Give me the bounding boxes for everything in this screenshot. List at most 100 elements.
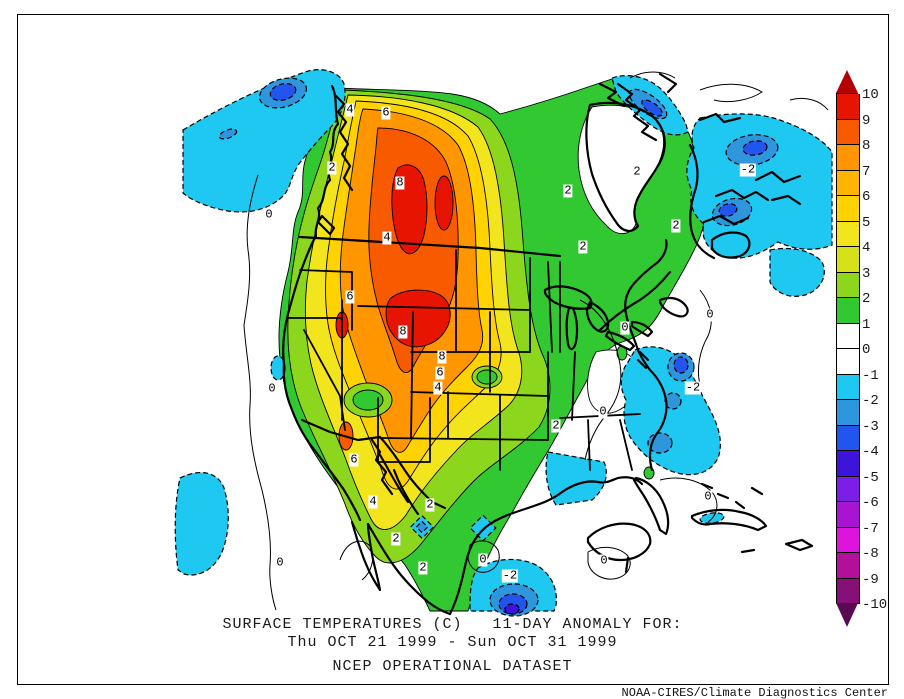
contour-label: 8 xyxy=(398,324,408,339)
lake-michigan xyxy=(565,306,579,351)
colorbar-segment xyxy=(836,502,860,528)
colorbar-segment xyxy=(836,298,860,324)
negative-anomaly-regions xyxy=(174,69,833,617)
nfld-inner-coasts xyxy=(702,188,770,226)
colorbar-tick-label: -4 xyxy=(862,444,879,460)
colorbar-segment xyxy=(836,553,860,579)
contour-label: -2 xyxy=(684,380,702,395)
contour-label: 0 xyxy=(264,207,274,222)
dataset-label: NCEP OPERATIONAL DATASET xyxy=(332,658,573,675)
colorbar-tick-label: 0 xyxy=(862,342,871,358)
contour-label: 4 xyxy=(345,102,355,117)
warm-core-sask xyxy=(434,175,454,231)
alaska-panhandle xyxy=(334,94,354,192)
contour-label: 0 xyxy=(620,320,630,335)
colorbar-tick-label: 2 xyxy=(862,291,871,307)
baffin-coast xyxy=(616,82,658,142)
vancouver-island xyxy=(316,214,336,236)
colorbar-tick-label: -7 xyxy=(862,520,879,537)
contour-label: 2 xyxy=(563,183,573,198)
contour-label: -2 xyxy=(739,162,757,177)
colorbar-tick-label: -1 xyxy=(862,367,879,384)
colorbar-tick-label: 9 xyxy=(862,112,871,129)
contour-label: 2 xyxy=(391,531,401,546)
cool-dip-nm-inner xyxy=(352,389,384,411)
contour-label: 2 xyxy=(632,164,642,179)
cold-midatlantic-coast xyxy=(620,346,721,476)
gulf-coastline xyxy=(448,476,644,616)
colorbar-tick-label: -9 xyxy=(862,571,879,588)
contour-label: 2 xyxy=(327,160,337,175)
contour-label: 2 xyxy=(425,497,435,512)
cold-gulf-of-alaska xyxy=(182,69,346,213)
contour-label: 0 xyxy=(705,307,715,322)
east-coastline xyxy=(624,238,668,472)
credit-text: NOAA-CIRES/Climate Diagnostics Center xyxy=(621,686,888,699)
colorbar-segment xyxy=(836,170,860,196)
contour-label: 6 xyxy=(349,452,359,467)
colorbar-segment xyxy=(836,247,860,273)
colorbar-segment xyxy=(836,476,860,502)
contour-label: 0 xyxy=(478,552,488,567)
nova-scotia xyxy=(658,296,689,318)
plot-frame xyxy=(17,14,889,685)
contour-label: 0 xyxy=(275,555,285,570)
labrador-coast xyxy=(688,143,716,260)
newfoundland xyxy=(710,231,751,259)
west-coastline xyxy=(282,84,362,522)
cool-dip-ks-inner xyxy=(476,369,498,385)
contour-label: 0 xyxy=(598,404,608,419)
colorbar-segment xyxy=(836,272,860,298)
colorbar-tick-label: -6 xyxy=(862,495,879,511)
us-mexico-border xyxy=(300,418,447,510)
map-date-range: Thu OCT 21 1999 - Sun OCT 31 1999 xyxy=(287,634,618,651)
colorbar-segment xyxy=(836,323,860,349)
contour-label: 8 xyxy=(437,349,447,364)
contour-label: 4 xyxy=(368,494,378,509)
us-canada-border xyxy=(298,235,562,258)
colorbar-segment xyxy=(836,94,860,120)
bahamas xyxy=(700,482,764,554)
hudson-bay-coast xyxy=(585,101,666,232)
positive-anomaly-regions xyxy=(278,78,707,612)
colorbar-segment xyxy=(836,221,860,247)
colorbar-tick-label: 6 xyxy=(862,189,871,205)
colorbar-segment xyxy=(836,451,860,477)
colorbar-tick-label: -8 xyxy=(862,546,879,562)
cold-southwest-pacific xyxy=(174,471,229,576)
map-title: SURFACE TEMPERATURES (C) 11-DAY ANOMALY … xyxy=(222,616,683,633)
lake-erie xyxy=(604,330,636,352)
colorbar-arrow-above-10 xyxy=(836,70,858,93)
colorbar-tick-label: 1 xyxy=(862,316,871,333)
contour-label: 4 xyxy=(382,230,392,245)
zero-contours xyxy=(243,71,829,611)
colorbar-tick-label: 4 xyxy=(862,240,871,256)
contour-label: 2 xyxy=(578,239,588,254)
geography-borders xyxy=(282,72,814,616)
arctic-islands xyxy=(598,72,802,206)
contour-label: 8 xyxy=(395,175,405,190)
colorbar-tick-label: 8 xyxy=(862,138,871,154)
contour-label: -2 xyxy=(501,568,519,583)
contour-label: 2 xyxy=(418,560,428,575)
colorbar-arrow-below-minus10 xyxy=(836,603,858,627)
colorbar-tick-label: 7 xyxy=(862,163,871,180)
contour-label: 6 xyxy=(381,105,391,120)
colorbar-segment xyxy=(836,425,860,451)
cuba xyxy=(690,508,768,532)
cold-california-sliver xyxy=(270,355,286,381)
contour-label: 0 xyxy=(599,553,609,568)
florida xyxy=(632,476,670,536)
mexico-west-coast xyxy=(366,522,452,616)
contour-label: 0 xyxy=(703,489,713,504)
colorbar-segment xyxy=(836,578,860,604)
colorbar-tick-label: 5 xyxy=(862,214,871,231)
lake-huron xyxy=(585,300,610,333)
contour-label: 0 xyxy=(267,381,277,396)
lake-ontario xyxy=(630,320,654,338)
colorbar-tick-label: 10 xyxy=(862,87,879,103)
chesapeake-jags xyxy=(636,350,650,370)
contour-label: 2 xyxy=(671,218,681,233)
